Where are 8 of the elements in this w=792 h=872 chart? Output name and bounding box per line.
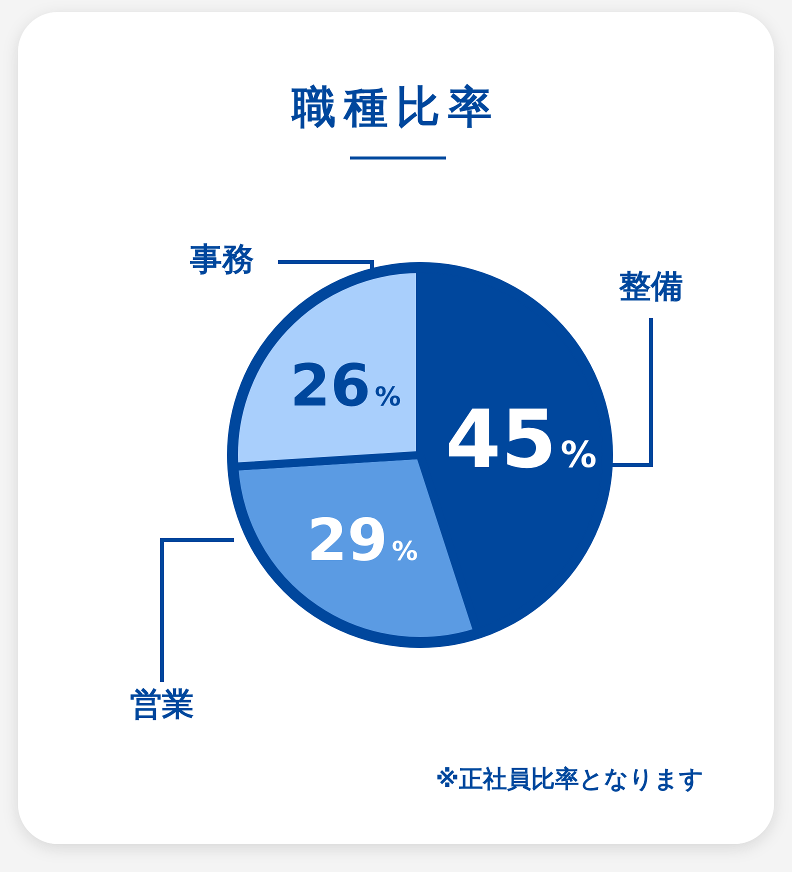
- data-label: 29%: [307, 506, 418, 574]
- data-label: 26%: [290, 351, 401, 420]
- slice-label: 整備: [618, 267, 683, 305]
- data-label: 45%: [445, 392, 597, 486]
- text: ※正社員比率となります: [436, 765, 704, 793]
- chart-title: 職種比率: [291, 82, 500, 133]
- slice-label: 事務: [189, 240, 254, 278]
- slice-label: 営業: [130, 685, 194, 723]
